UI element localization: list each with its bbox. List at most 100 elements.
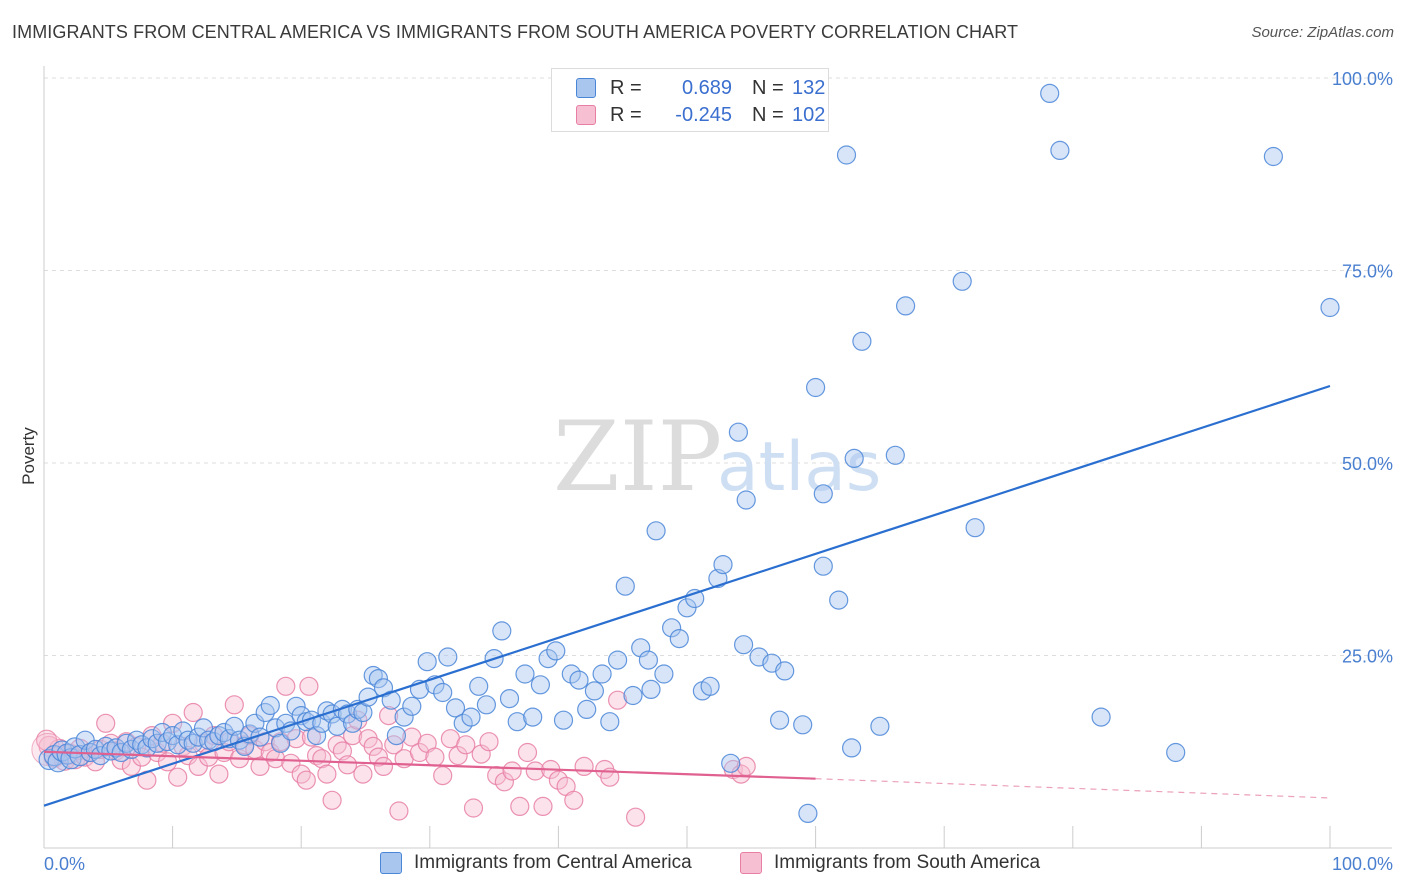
data-point: [433, 765, 453, 786]
data-point: [607, 650, 628, 670]
data-point: [641, 679, 661, 700]
watermark-zip: ZIP: [553, 401, 722, 513]
data-point: [515, 664, 535, 684]
data-point: [492, 621, 512, 641]
data-point: [1263, 146, 1284, 167]
data-point: [607, 690, 628, 710]
y-axis-label: Poverty: [19, 427, 38, 485]
data-point: [379, 705, 399, 726]
data-point: [625, 807, 646, 827]
data-point: [461, 707, 481, 727]
data-point: [638, 650, 659, 670]
legend-swatch-blue: [576, 78, 596, 98]
x-tick-label: 0.0%: [44, 854, 85, 874]
data-point: [836, 145, 857, 165]
data-point: [163, 725, 183, 746]
data-point: [353, 702, 373, 723]
data-point: [1050, 140, 1070, 160]
data-point: [538, 648, 558, 669]
data-point: [479, 732, 499, 752]
data-point: [895, 296, 916, 316]
data-point: [736, 490, 756, 510]
series-central-america-points: [38, 83, 1340, 824]
axes: [43, 66, 1392, 849]
data-point: [813, 484, 833, 504]
data-point: [525, 761, 545, 781]
data-point: [548, 770, 569, 790]
regression-line-central-america: [43, 384, 1331, 807]
legend-n-label: N =: [752, 103, 784, 126]
data-point: [592, 664, 612, 684]
data-point: [402, 696, 422, 716]
legend-swatch-pink: [576, 105, 596, 125]
legend-r-value: -0.245: [675, 103, 732, 126]
data-point: [193, 718, 214, 738]
data-point: [425, 747, 445, 767]
data-point: [494, 772, 514, 792]
data-point: [661, 618, 682, 638]
data-point: [733, 635, 754, 655]
data-point: [669, 628, 689, 649]
data-point: [453, 713, 473, 733]
data-point: [510, 796, 530, 817]
data-point: [260, 695, 280, 716]
data-point: [476, 695, 496, 715]
y-tick-label: 50.0%: [1342, 454, 1393, 474]
series-legend-south-america: Immigrants from South America: [740, 852, 1040, 874]
data-point: [523, 707, 543, 727]
data-point: [841, 738, 862, 758]
data-point: [101, 741, 121, 761]
data-point: [389, 801, 409, 821]
regression-lines: [43, 384, 1331, 807]
data-point: [798, 803, 818, 824]
data-point: [775, 661, 795, 681]
data-point: [654, 664, 674, 684]
data-point: [90, 745, 111, 766]
regression-extension-south-america: [815, 778, 1331, 799]
data-point: [209, 764, 229, 784]
data-point: [276, 676, 296, 696]
data-point: [448, 745, 468, 766]
y-tick-label: 100.0%: [1332, 69, 1393, 89]
grid-lines: [44, 77, 1392, 656]
source-credit: Source: ZipAtlas.com: [1251, 24, 1394, 41]
data-point: [183, 702, 203, 723]
data-point: [322, 790, 342, 810]
legend-n-value: 102: [792, 103, 826, 126]
series-legend: Immigrants from Central America Immigran…: [0, 852, 1406, 878]
data-point: [1320, 297, 1340, 318]
data-point: [337, 704, 358, 724]
data-point: [445, 698, 466, 718]
data-point: [353, 764, 373, 784]
data-point: [317, 764, 337, 784]
data-point: [137, 738, 157, 758]
data-point: [615, 576, 635, 596]
data-point: [386, 725, 406, 746]
data-point: [793, 715, 813, 735]
legend-r-label: R =: [610, 76, 642, 99]
data-point: [96, 713, 116, 733]
data-point: [533, 796, 553, 817]
data-point: [363, 665, 383, 686]
data-point: [224, 695, 244, 715]
data-point: [229, 730, 250, 750]
data-point: [952, 271, 972, 291]
data-point: [728, 422, 749, 442]
tick-labels: 25.0% 50.0% 75.0% 100.0% 0.0% 100.0%: [44, 69, 1393, 874]
data-point: [1091, 707, 1111, 727]
data-point: [965, 518, 985, 538]
data-point: [499, 688, 520, 709]
data-point: [852, 331, 872, 351]
data-point: [433, 682, 453, 703]
data-point: [368, 747, 388, 767]
data-point: [844, 448, 864, 468]
series-swatch-blue: [380, 852, 402, 874]
data-point: [299, 676, 319, 696]
data-point: [569, 670, 589, 690]
data-point: [700, 676, 720, 696]
data-point: [721, 753, 741, 773]
data-point: [168, 767, 188, 787]
legend-row-central-america: R = 0.689 N = 132: [576, 76, 825, 100]
data-point: [561, 664, 581, 684]
